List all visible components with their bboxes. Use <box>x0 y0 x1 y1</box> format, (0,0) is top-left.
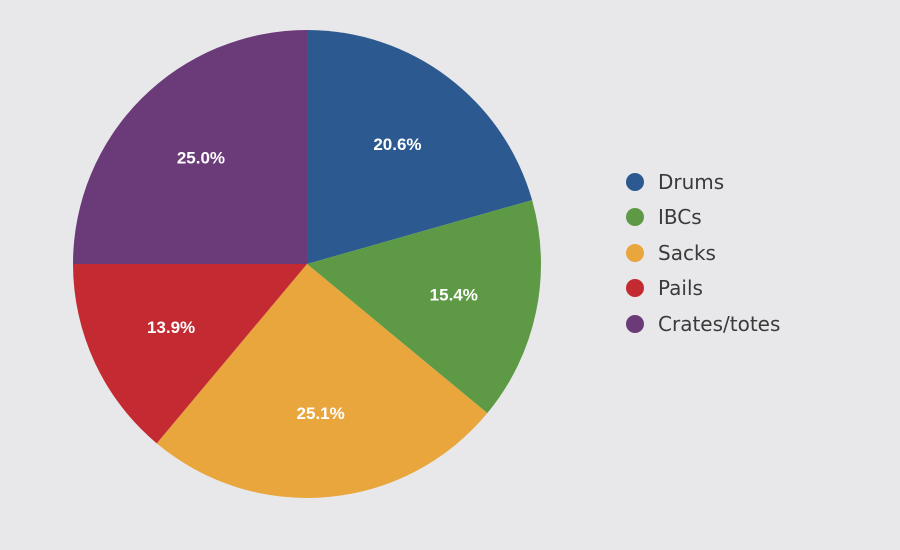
data-label-pails: 13.9% <box>147 318 195 337</box>
data-label-sacks: 25.1% <box>297 404 345 423</box>
legend-item: Sacks <box>626 235 780 271</box>
pie-slice-pails <box>73 264 307 444</box>
legend-label: Pails <box>658 276 703 301</box>
data-label-ibcs: 15.4% <box>430 285 478 304</box>
legend-label: IBCs <box>658 205 702 230</box>
pie-slice-ibcs <box>307 200 541 414</box>
legend-label: Drums <box>658 169 725 194</box>
legend: Drums IBCs Sacks Pails Crates/totes <box>626 164 780 342</box>
pie-slice-sacks <box>156 264 488 499</box>
legend-swatch <box>626 208 644 227</box>
legend-item: IBCs <box>626 200 780 236</box>
data-label-drums: 20.6% <box>373 135 421 154</box>
legend-swatch <box>626 314 644 333</box>
legend-label: Crates/totes <box>658 311 781 336</box>
legend-label: Sacks <box>658 240 716 265</box>
legend-swatch <box>626 172 644 191</box>
pie-data-labels: 20.6% 15.4% 25.1% 13.9% 25.0% <box>147 135 478 423</box>
pie-slice-drums <box>307 30 533 264</box>
legend-swatch <box>626 243 644 262</box>
legend-item: Pails <box>626 271 780 307</box>
legend-item: Drums <box>626 164 780 200</box>
data-label-crates-totes: 25.0% <box>177 148 225 167</box>
legend-swatch <box>626 279 644 298</box>
pie-slices <box>73 30 541 499</box>
pie-slice-crates-totes <box>73 30 307 264</box>
legend-item: Crates/totes <box>626 306 780 342</box>
